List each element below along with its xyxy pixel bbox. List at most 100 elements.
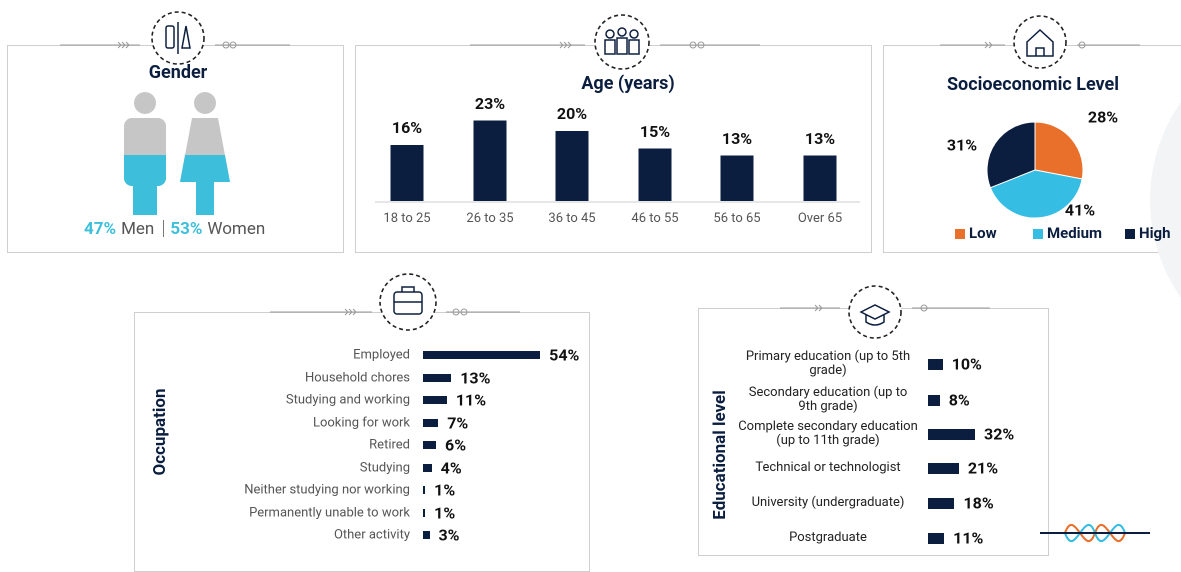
legs [133, 170, 157, 215]
category-label: Studying [359, 460, 410, 475]
value-label: 1% [434, 480, 456, 500]
axis-label: Occupation [150, 388, 170, 476]
category-label: Permanently unable to work [249, 505, 410, 520]
bar [423, 508, 426, 517]
category-label: Other activity [333, 527, 410, 543]
category-label: Postgraduate [789, 530, 867, 545]
bar [638, 148, 672, 201]
value-label: 11% [455, 390, 487, 410]
legend-swatch [1125, 229, 1135, 239]
value-label: 23% [474, 93, 506, 113]
value-label: 13% [804, 128, 836, 148]
value-label: 41% [1064, 200, 1096, 220]
category-label: University (undergraduate) [751, 495, 905, 510]
pie-slice [986, 121, 1036, 189]
chart-title: Gender [148, 62, 208, 83]
figure [180, 92, 230, 215]
value-label: 28% [1087, 107, 1119, 127]
value-label: 16% [391, 118, 423, 137]
category-label: Complete secondary education (up to 11th… [738, 419, 918, 448]
value-label: 1% [434, 503, 456, 522]
category-label: Technical or technologist [755, 460, 901, 475]
bar [423, 373, 452, 382]
chart-title: Age (years) [581, 73, 675, 94]
value-label: 15% [639, 121, 671, 141]
x-tick-label: 56 to 65 [713, 211, 761, 226]
dress [180, 155, 230, 182]
bar [423, 463, 432, 472]
category-label: Retired [369, 437, 410, 453]
x-tick-label: 18 to 25 [383, 211, 431, 226]
decoration [60, 11, 1181, 542]
value-label: 18% [963, 493, 994, 513]
category-label: Neither studying nor working [244, 482, 410, 498]
value-label: 6% [445, 435, 467, 455]
bar [555, 131, 589, 201]
head [194, 92, 216, 114]
icon-circles [151, 11, 1067, 339]
bar [423, 351, 541, 359]
bar [423, 441, 437, 449]
value-label: 10% [951, 354, 982, 374]
value-label: 4% [440, 458, 462, 477]
x-tick-label: 36 to 45 [548, 211, 596, 226]
value-label: 54% [549, 345, 580, 365]
value-label: 53% [170, 219, 203, 239]
value-label: 13% [460, 368, 491, 387]
category-label: Primary education (up to 5th grade) [745, 349, 911, 378]
bar [473, 120, 507, 201]
figure-bottom [124, 155, 166, 215]
page: (() => { const data = JSON.parse(documen… [7, 11, 1181, 572]
axis-label: Educational level [710, 390, 730, 520]
legend-swatch [955, 229, 965, 239]
value-label: 13% [721, 128, 753, 148]
legs [196, 180, 214, 215]
separator [163, 220, 165, 237]
category-label: Studying and working [285, 392, 410, 408]
x-tick-label: Over 65 [797, 211, 843, 226]
legend-label: High [1139, 224, 1171, 242]
category-label: Women [207, 219, 266, 239]
legend-swatch [1033, 229, 1043, 239]
figure-bottom [180, 155, 230, 215]
value-label: 20% [556, 104, 588, 123]
head [134, 92, 156, 114]
x-tick-label: 46 to 55 [631, 211, 679, 226]
category-label: Looking for work [312, 415, 410, 430]
bar [928, 497, 955, 509]
category-label: Employed [353, 347, 410, 363]
value-label: 32% [984, 424, 1015, 444]
pie-slice [989, 169, 1083, 219]
figure [124, 92, 166, 215]
value-label: 3% [438, 525, 460, 545]
bar [423, 486, 426, 494]
category-label: Household chores [304, 370, 410, 385]
bar [720, 155, 754, 201]
x-tick-label: 26 to 35 [466, 211, 514, 226]
logo [1040, 524, 1150, 542]
bar [390, 145, 424, 201]
legend-label: Low [969, 224, 997, 242]
value-label: 8% [948, 390, 970, 410]
icon-lines [60, 41, 1140, 316]
bar [928, 428, 976, 440]
chart-title: Socioeconomic Level [946, 74, 1120, 95]
gender-labels: 47% Men 53% Women [84, 219, 265, 239]
icons [165, 22, 1054, 326]
bar [423, 531, 430, 539]
bar [928, 532, 945, 544]
bar [928, 462, 959, 474]
bar [928, 358, 943, 370]
value-label: 47% [84, 219, 117, 239]
bar [423, 396, 447, 404]
value-label: 21% [967, 458, 999, 478]
bar [803, 155, 837, 201]
value-label: 7% [447, 413, 469, 432]
value-label: 11% [953, 528, 984, 548]
bar [423, 418, 439, 427]
value-label: 31% [946, 135, 978, 155]
legend-label: Medium [1047, 224, 1103, 242]
pie-slice [1034, 121, 1084, 180]
bar [928, 394, 940, 406]
bg-circle [1150, 102, 1181, 298]
